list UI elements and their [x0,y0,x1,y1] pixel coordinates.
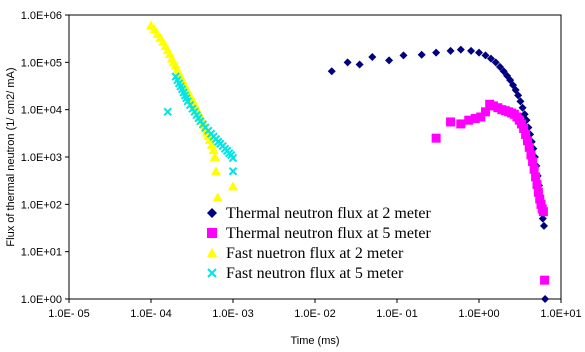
data-point [536,199,546,209]
data-point [368,52,377,61]
series-2 [431,99,550,285]
y-tick-label: 1.0E+00 [21,294,62,306]
data-point [528,157,538,167]
data-point [431,133,441,143]
data-point [209,152,220,161]
legend-marker [207,228,217,238]
data-point [491,58,500,67]
data-point [464,115,474,125]
legend-marker [207,268,217,278]
data-point [399,51,408,60]
data-point [456,45,465,54]
legend-item: Thermal neutron flux at 5 meter [207,225,431,242]
data-point [532,180,542,190]
x-tick-label: 1.0E+01 [540,308,581,320]
data-point [531,172,541,182]
data-point [538,207,548,217]
data-point [486,54,495,63]
data-point [538,214,547,223]
legend-label: Fast neutron flux at 5 meter [226,265,404,282]
x-axis: 1.0E- 05 1.0E- 04 1.0E- 03 1.0E- 02 1.0E- 01… [48,299,582,320]
data-point [456,119,466,129]
series-3 [146,20,238,202]
x-tick-label: 1.0E- 01 [376,308,418,320]
data-point [210,166,221,176]
data-point [208,145,219,155]
y-axis: 1.0E+00 1.0E+01 1.0E+02 1.0E+03 1.0E+04 1.0E+… [21,10,69,306]
data-point [212,192,223,202]
series-layer [146,20,550,303]
legend-label: Thermal neutron flux at 5 meter [226,225,431,242]
data-point [467,46,476,55]
y-tick-label: 1.0E+04 [21,105,62,117]
data-point [470,114,480,124]
data-point [539,221,548,230]
x-tick-label: 1.0E+00 [458,308,499,320]
data-point [517,119,527,129]
data-point [327,67,336,76]
x-axis-title: Time (ms) [290,335,339,347]
data-point [495,62,504,71]
data-point [417,50,426,59]
legend-marker [207,248,217,257]
data-point [385,56,394,65]
data-point [446,46,455,55]
y-tick-label: 1.0E+06 [21,10,62,22]
data-point [519,124,529,134]
data-point [535,194,545,204]
data-point [480,107,490,117]
data-point [514,91,523,100]
data-point [228,181,238,191]
y-tick-label: 1.0E+05 [21,57,62,69]
data-point [529,164,539,174]
data-point [521,129,531,139]
data-point [524,142,534,152]
legend-item: Thermal neutron flux at 2 meter [207,205,431,222]
data-point [516,97,525,106]
data-point [228,153,238,163]
x-tick-label: 1.0E- 05 [48,308,90,320]
data-point [518,103,527,112]
legend-label: Thermal neutron flux at 2 meter [226,205,431,222]
series-1 [327,45,550,303]
data-point [540,275,550,285]
x-tick-label: 1.0E- 04 [130,308,172,320]
data-point [432,48,441,57]
x-tick-label: 1.0E- 02 [294,308,336,320]
legend-label: Fast nuetron flux at 2 meter [226,245,404,262]
data-point [526,150,536,160]
data-point [476,112,486,122]
data-point [475,48,483,57]
data-point [522,136,532,146]
data-point [343,58,352,67]
y-tick-label: 1.0E+01 [21,247,62,259]
legend: Thermal neutron flux at 2 meter Thermal n… [207,205,431,282]
legend-item: Fast neutron flux at 5 meter [207,265,404,282]
x-tick-label: 1.0E- 03 [212,308,254,320]
data-point [446,117,456,127]
legend-item: Fast nuetron flux at 2 meter [207,245,404,262]
data-point [163,107,172,117]
y-tick-label: 1.0E+03 [21,152,62,164]
y-tick-label: 1.0E+02 [21,199,62,211]
data-point [355,60,364,69]
data-point [228,167,238,176]
data-point [481,51,490,60]
data-point [533,187,543,197]
data-point [541,295,550,303]
legend-marker [207,208,217,218]
series-4 [163,72,238,176]
y-axis-title: Flux of thermal neutron (1/ cm2/ mA) [5,67,17,246]
